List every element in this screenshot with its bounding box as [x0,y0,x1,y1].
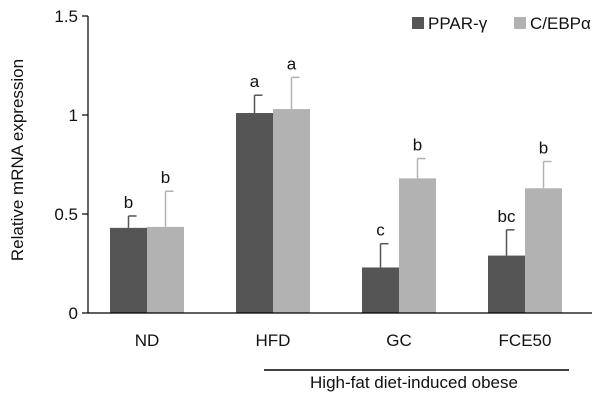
group-bracket-label: High-fat diet-induced obese [310,373,518,392]
significance-letter: c [376,221,385,240]
y-tick-label: 1.5 [54,7,78,26]
significance-letter: bc [498,207,516,226]
bar [110,227,147,313]
legend-swatch [514,17,526,29]
bar [236,113,273,314]
y-tick-label: 0 [69,304,78,323]
x-tick-label: HFD [256,331,291,350]
legend-label: PPAR-γ [428,14,488,33]
x-axis: ND HFD GC FCE50 [135,331,552,350]
significance-letter: b [413,136,422,155]
legend-swatch [412,17,424,29]
bar [362,267,399,313]
legend: PPAR-γ C/EBPα [412,14,591,33]
significance-letter: b [161,168,170,187]
significance-letter: a [250,72,260,91]
y-axis-title: Relative mRNA expression [8,59,27,261]
bar [273,109,310,313]
bar [525,188,562,313]
y-tick-label: 1 [69,106,78,125]
bar [399,178,436,313]
x-tick-label: ND [135,331,160,350]
x-tick-label: FCE50 [499,331,552,350]
legend-label: C/EBPα [530,14,591,33]
bar [147,226,184,313]
significance-letter: a [287,54,297,73]
y-axis-label: Relative mRNA expression [8,59,27,261]
y-tick-label: 0.5 [54,205,78,224]
significance-letter: b [124,193,133,212]
x-tick-label: GC [386,331,412,350]
y-axis: 0 0.5 1 1.5 [54,7,88,323]
significance-letter: b [539,139,548,158]
bar [488,255,525,313]
bar-group: b b a a c b bc b [110,54,562,314]
